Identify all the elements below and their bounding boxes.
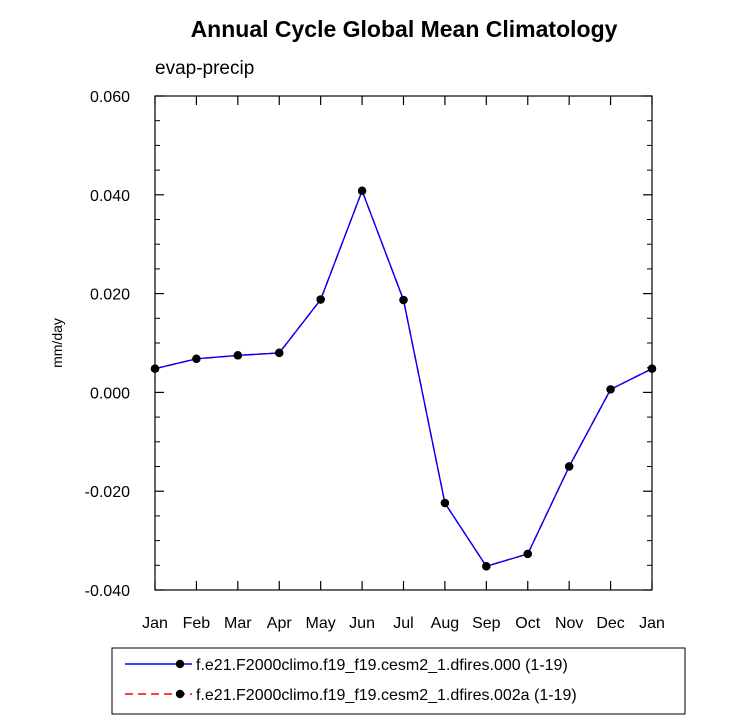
y-axis: -0.040 -0.020 0.000 0.020 0.040 0.060 [85,89,652,600]
series-0-point [606,385,615,394]
series-0-point [275,348,284,358]
legend-box [111,647,686,715]
x-tick-label: Jun [349,615,375,632]
y-tick-label: 0.060 [90,89,130,106]
plot-frame [154,95,653,591]
x-tick-label: Dec [596,615,624,632]
series-line-0 [154,188,653,568]
legend-marker-0 [175,659,185,669]
series-0-point [192,354,201,364]
legend-marker-1 [175,689,185,699]
series-0-point [647,364,657,373]
legend: f.e21.F2000climo.f19_f19.cesm2_1.dfires.… [111,647,686,715]
x-tick-label: Mar [224,615,252,632]
y-tick-label: -0.020 [85,484,130,501]
series-0-point [233,351,243,360]
series-0-point [564,462,574,471]
series-0-point [357,186,367,196]
series-0-point [316,295,325,304]
x-tick-label: Nov [555,615,583,632]
series-0-point [523,549,532,559]
series-0-point [150,364,160,373]
x-tick-label: Sep [472,615,501,632]
x-tick-label: Aug [431,615,459,632]
x-tick-label: Jan [639,615,665,632]
y-tick-label: -0.040 [85,583,130,600]
series-0-point [440,498,450,508]
chart-subtitle: evap-precip [155,58,254,79]
x-tick-label: Jul [393,615,413,632]
chart-title: Annual Cycle Global Mean Climatology [191,16,618,42]
y-tick-label: 0.000 [90,385,130,402]
y-axis-label: mm/day [49,318,65,368]
series-0-point [482,562,491,571]
series-layer [150,186,657,571]
x-axis: Jan Feb Mar Apr May Jun Jul Aug Sep Oct Nov Dec Jan [142,96,665,632]
series-0-point [399,295,408,305]
y-tick-label: 0.020 [90,287,130,304]
x-tick-label: Apr [267,615,293,632]
series-line-1 [154,188,653,568]
x-tick-label: May [306,615,336,632]
x-tick-label: Oct [515,615,540,632]
y-tick-label: 0.040 [90,188,130,205]
legend-label-1: f.e21.F2000climo.f19_f19.cesm2_1.dfires.… [196,687,577,704]
x-tick-label: Feb [183,615,211,632]
legend-label-0: f.e21.F2000climo.f19_f19.cesm2_1.dfires.… [196,657,568,674]
x-tick-label: Jan [142,615,168,632]
